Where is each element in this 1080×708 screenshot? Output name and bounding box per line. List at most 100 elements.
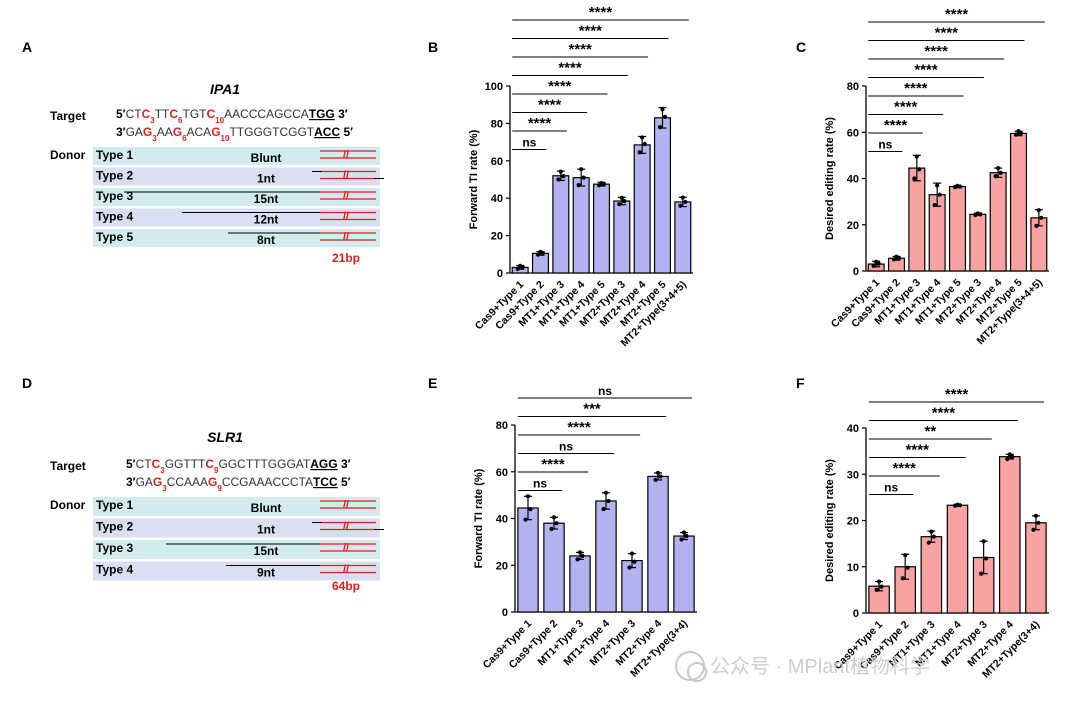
donor-row-bg: [93, 518, 380, 538]
data-point: [606, 498, 611, 504]
bar: [1009, 132, 1028, 272]
data-point: [1031, 527, 1036, 532]
bar: [543, 522, 565, 613]
y-tick-label: 0: [497, 268, 503, 280]
edited-base: G: [173, 125, 182, 139]
data-point: [684, 533, 689, 539]
break-mark: //: [343, 499, 349, 511]
edited-base: C: [206, 107, 215, 121]
donor-overhang-label: 1nt: [257, 172, 275, 186]
sequence-segment: TT: [155, 107, 170, 121]
sequence-segment: GA: [136, 475, 153, 489]
significance-label: ****: [567, 419, 591, 436]
data-point: [528, 507, 533, 512]
sequence-bottom-strand: 3′GAG3AAG6ACAG10TTGGGTCGGTACC 5′: [116, 125, 353, 143]
sequence-segment: CCAAA: [167, 475, 208, 489]
data-point: [515, 266, 520, 271]
data-point: [929, 529, 934, 534]
donor-row-bg: [93, 188, 380, 206]
significance-label: ****: [906, 442, 930, 459]
y-tick-label: 0: [853, 608, 859, 620]
donor-overhang-label: 8nt: [257, 233, 275, 247]
y-tick-label: 20: [847, 516, 859, 528]
data-point: [657, 125, 663, 130]
bar: [621, 559, 643, 613]
significance-label: ns: [533, 477, 547, 491]
base-position: 3: [160, 466, 165, 475]
bar: [946, 504, 969, 614]
y-tick-label: 40: [847, 423, 859, 435]
data-point: [554, 521, 559, 526]
significance-label: ****: [932, 405, 956, 422]
donor-overhang-label: 15nt: [254, 192, 279, 206]
edited-base: G: [208, 475, 217, 489]
wechat-logo-icon: [687, 662, 707, 682]
panel-letter: B: [428, 39, 438, 55]
strand-end: 3′: [116, 125, 126, 139]
significance-label: ns: [884, 481, 898, 495]
donor-overhang-label: 9nt: [257, 566, 275, 580]
data-point: [905, 565, 910, 570]
significance-label: ****: [589, 4, 613, 21]
donor-overhang-label: Blunt: [251, 151, 282, 165]
data-point: [561, 174, 566, 179]
donor-type-label: Type 4: [96, 210, 133, 224]
strand-end: 5′: [340, 125, 353, 139]
break-mark: //: [343, 211, 349, 223]
data-point: [993, 174, 998, 179]
strand-end: 5′: [338, 475, 351, 489]
significance-label: ns: [559, 440, 573, 454]
donor-overhang-label: Blunt: [251, 501, 282, 515]
y-tick-label: 10: [847, 562, 859, 574]
data-point: [637, 150, 642, 155]
data-point: [955, 183, 960, 188]
base-position: 6: [178, 116, 183, 125]
sequence-segment: AACCCAGCCA: [224, 107, 309, 121]
strand-end: 3′: [126, 475, 136, 489]
data-point: [622, 198, 627, 204]
data-point: [601, 507, 606, 512]
strand-end: 5′: [116, 107, 126, 121]
sequence-bottom-strand: 3′GAG3CCAAAG9CCGAAACCCTATCC 5′: [126, 475, 351, 493]
donor-type-label: Type 2: [96, 520, 133, 534]
data-point: [627, 565, 632, 570]
data-point: [912, 176, 917, 181]
pam-sequence: TGG: [309, 107, 335, 121]
significance-label: ****: [579, 23, 603, 40]
edited-base: C: [205, 457, 214, 471]
data-point: [535, 252, 541, 257]
base-position: 3: [152, 134, 157, 143]
y-tick-label: 60: [491, 156, 503, 168]
donor-type-label: Type 3: [96, 541, 133, 555]
data-point: [683, 199, 688, 205]
data-point: [1005, 456, 1010, 462]
significance-label: ***: [583, 401, 601, 418]
significance-label: ****: [924, 43, 948, 60]
data-point: [632, 559, 637, 564]
panel-letter: A: [22, 39, 32, 55]
bar: [948, 185, 967, 272]
data-point: [580, 553, 585, 559]
data-point: [955, 502, 960, 507]
y-tick-label: 40: [847, 174, 859, 186]
data-point: [518, 263, 523, 268]
y-axis-label: Forward TI rate (%): [473, 468, 485, 568]
sequence-segment: ACA: [187, 125, 212, 139]
data-point: [931, 534, 936, 539]
sequence-segment: CT: [126, 107, 143, 121]
data-point: [556, 177, 561, 182]
bar: [998, 456, 1021, 614]
data-point: [577, 550, 583, 555]
data-point: [576, 183, 581, 188]
bar: [595, 500, 617, 613]
sequence-segment: GA: [126, 125, 143, 139]
significance-label: ****: [528, 115, 552, 132]
significance-label: ****: [884, 117, 908, 134]
data-point: [1034, 223, 1039, 229]
data-point: [678, 203, 683, 208]
